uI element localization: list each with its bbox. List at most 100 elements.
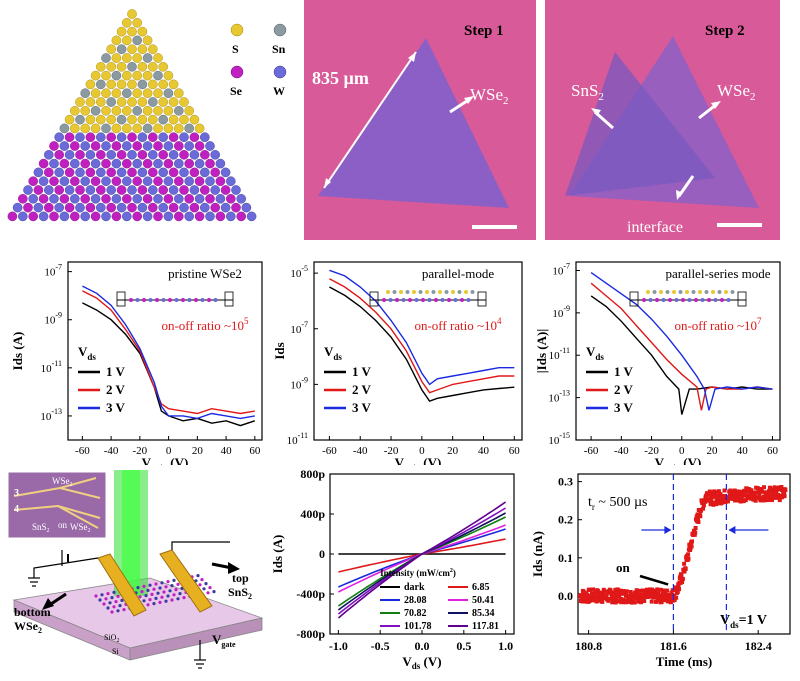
wse2-label: WSe2 <box>717 81 756 103</box>
data-point <box>768 486 773 491</box>
inset-device-cartoon <box>369 290 487 307</box>
atom <box>90 123 101 134</box>
atom <box>137 62 148 72</box>
atom <box>163 141 174 151</box>
device-schematic-panel: WSe2 SnS2 on WSe2 3 4 top SnS2 bottom WS… <box>0 468 268 676</box>
atom <box>85 97 96 107</box>
atom <box>199 202 210 213</box>
plot-frame <box>67 261 263 441</box>
on-label: on <box>616 560 631 575</box>
x-tick-label: 20 <box>707 445 719 457</box>
atom <box>96 185 106 195</box>
atom <box>116 44 127 55</box>
lattice-atom <box>206 591 210 595</box>
x-tick-label: 0 <box>166 445 172 457</box>
atom <box>210 185 220 195</box>
atom <box>80 176 90 186</box>
atom <box>75 114 85 125</box>
atom <box>173 176 184 186</box>
x-axis-label: Vds (V) <box>402 654 441 671</box>
data-point <box>716 489 721 494</box>
lattice-atom <box>160 595 164 599</box>
step1-svg: Step 1 835 µm WSe2 <box>304 0 536 240</box>
data-point <box>590 591 594 596</box>
device-inset-image <box>7 471 107 539</box>
lattice-atom <box>154 582 158 586</box>
atom <box>184 193 194 204</box>
x-tick-label: 60 <box>249 445 261 457</box>
y-tick-label: -400p <box>296 587 325 601</box>
atom <box>96 97 106 107</box>
rise-time-label: tr ~ 500 µs <box>588 495 647 512</box>
atom <box>80 158 90 169</box>
atom <box>122 193 132 204</box>
atom <box>205 176 215 186</box>
atom <box>142 88 153 98</box>
lattice-atom <box>164 585 168 589</box>
atom <box>64 167 75 178</box>
si-label: Si <box>112 647 119 656</box>
atom <box>158 114 168 125</box>
atom <box>28 176 39 186</box>
atom-legend: S Sn Se W <box>230 23 287 98</box>
atom <box>132 106 142 116</box>
data-point <box>748 493 753 498</box>
x-tick-label: 60 <box>509 445 520 457</box>
iv-series-line <box>337 501 507 619</box>
top-label: top <box>232 571 249 585</box>
data-point <box>610 600 615 605</box>
data-point <box>682 569 687 574</box>
vds-label: Vds=1 V <box>720 613 767 630</box>
atom <box>168 149 179 160</box>
data-point <box>677 587 681 592</box>
atom <box>127 62 137 72</box>
atom <box>111 141 122 151</box>
atom <box>111 88 122 98</box>
data-point <box>718 492 723 497</box>
transfer-series-panel: -60 -40 -20 0 20 40 60 10-7 10-9 10-11 10-13 10-15 p… <box>532 250 800 472</box>
scale-bar <box>472 225 517 229</box>
data-point <box>680 580 685 585</box>
atom <box>70 211 80 222</box>
y-axis-label: Ids <box>272 342 287 359</box>
data-point <box>768 494 773 499</box>
data-point <box>686 552 691 557</box>
y-tick-label: 10-15 <box>548 431 570 447</box>
atom <box>49 141 59 151</box>
atom <box>111 211 122 222</box>
atom <box>59 123 70 134</box>
atom <box>116 62 127 72</box>
series-line-1V <box>82 302 256 427</box>
inset-wse2-label: WSe2 <box>52 476 73 488</box>
sns2-label: SnS2 <box>571 81 604 103</box>
data-point <box>622 589 626 594</box>
legend-label: 1 V <box>614 364 634 379</box>
atom <box>85 185 96 195</box>
lattice-atom <box>172 593 176 597</box>
atom <box>127 132 137 142</box>
atom <box>142 211 153 222</box>
data-point <box>701 503 706 508</box>
atom <box>59 158 70 169</box>
data-point <box>639 600 643 605</box>
x-tick-label: 0.5 <box>456 639 471 653</box>
atom <box>106 79 116 90</box>
atom <box>106 62 116 72</box>
inset-wse2b-label: WSe2 <box>70 522 91 534</box>
crystal-structure-panel: S Sn Se W <box>0 0 300 240</box>
atom <box>189 114 200 125</box>
legend-title: Intensity (mW/cm2) <box>380 568 456 578</box>
atom <box>241 202 252 213</box>
atom <box>106 114 116 125</box>
dimension-label: 835 µm <box>312 68 369 88</box>
data-point <box>669 590 674 595</box>
y-tick-label: 10-9 <box>290 375 308 391</box>
data-point <box>715 501 720 506</box>
data-point <box>743 498 748 503</box>
y-tick-label: 10-9 <box>44 311 62 327</box>
atom <box>49 211 59 222</box>
atom <box>70 141 80 151</box>
step2-title: Step 2 <box>705 23 745 39</box>
lattice-atom <box>172 578 176 582</box>
time-response-panel: 180.8 181.6 182.4 0.3 0.2 0.1 0.0 tr ~ 500 µs on… <box>530 468 800 676</box>
